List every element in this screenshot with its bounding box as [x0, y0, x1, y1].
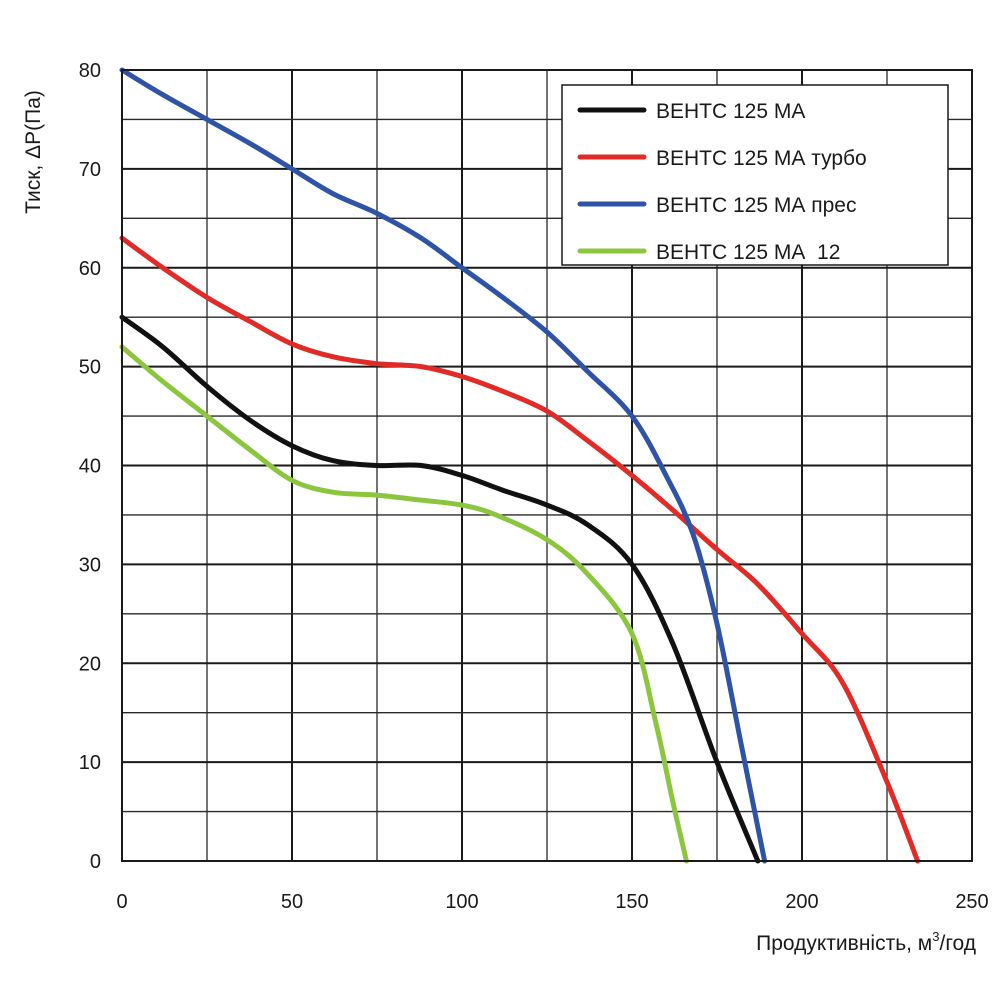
x-axis-title-sup: 3	[932, 929, 939, 944]
x-tick-label: 100	[445, 891, 478, 913]
legend-label: ВЕНТС 125 МА	[656, 100, 805, 123]
plot-frame	[121, 69, 973, 862]
legend-items: ВЕНТС 125 МА ВЕНТС 125 МА турбо ВЕНТС 125 …	[577, 100, 867, 264]
x-axis-title-suffix: /год	[939, 932, 976, 955]
y-tick-label: 60	[79, 258, 101, 280]
y-axis-title: Тиск, ΔР(Па)	[22, 90, 45, 214]
x-tick-label: 150	[615, 891, 648, 913]
y-tick-label: 10	[79, 752, 101, 774]
x-tick-labels: 0 50 100 150 200 250	[116, 891, 988, 913]
y-tick-label: 30	[79, 554, 101, 576]
y-tick-labels: 0 10 20 30 40 50 60 70 80	[79, 60, 101, 873]
series-line-4	[119, 344, 689, 864]
legend-label: ВЕНТС 125 МА 12	[656, 241, 840, 264]
y-tick-label: 40	[79, 456, 101, 478]
x-axis-title-main: Продуктивність, м	[756, 932, 932, 955]
series-line-3	[119, 67, 768, 864]
x-tick-label: 0	[116, 891, 127, 913]
y-tick-label: 50	[79, 357, 101, 379]
series-lines	[119, 67, 921, 864]
legend-box	[561, 84, 949, 266]
series-line-1	[119, 314, 761, 864]
y-tick-label: 20	[79, 653, 101, 675]
y-tick-label: 0	[90, 851, 101, 873]
y-tick-label: 70	[79, 159, 101, 181]
x-axis-title: Продуктивність, м3/год	[756, 929, 976, 955]
x-tick-label: 250	[955, 891, 988, 913]
legend-label: ВЕНТС 125 МА турбо	[656, 147, 867, 170]
legend: ВЕНТС 125 МА ВЕНТС 125 МА турбо ВЕНТС 125 …	[561, 84, 949, 266]
legend-label: ВЕНТС 125 МА прес	[656, 194, 856, 217]
y-tick-label: 80	[79, 60, 101, 82]
x-tick-label: 200	[785, 891, 818, 913]
x-tick-label: 50	[281, 891, 303, 913]
series-line-2	[119, 235, 921, 864]
